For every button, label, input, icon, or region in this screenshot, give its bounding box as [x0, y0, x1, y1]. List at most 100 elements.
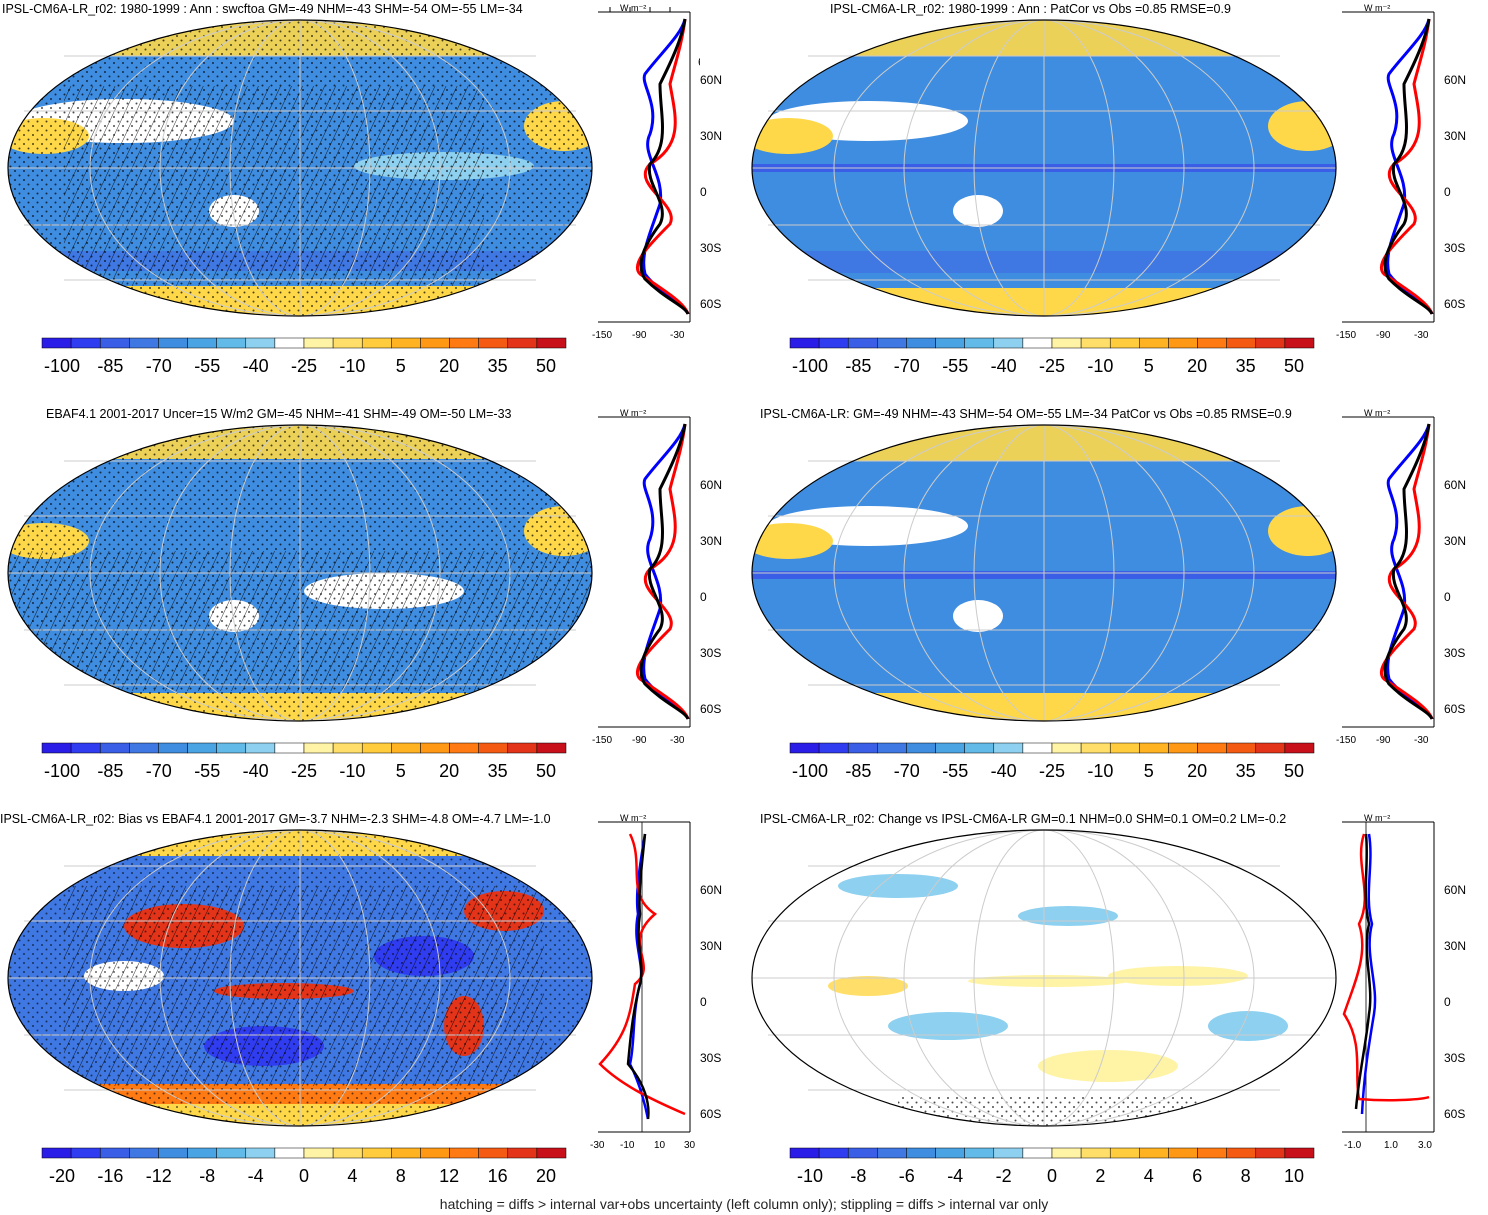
- colorbar-label: 5: [1144, 761, 1154, 781]
- colorbar-swatch: [847, 742, 878, 754]
- colorbar-swatch: [1051, 742, 1082, 754]
- map-swcftoa-obs[interactable]: [4, 421, 596, 727]
- zonal-profile[interactable]: W m⁻²: [590, 409, 700, 729]
- colorbar-swatch: [391, 742, 421, 754]
- colorbar-swatch: [906, 337, 936, 349]
- lat-label: 60N: [698, 55, 700, 69]
- colorbar-swatch: [129, 1147, 159, 1159]
- colorbar: -20 -16 -12 -8 -4 0 4 8 12 16 20: [41, 1147, 567, 1186]
- profile-unit: W m⁻²: [620, 409, 646, 418]
- colorbar-swatch: [420, 1147, 450, 1159]
- lat-label: 30S: [1444, 1051, 1466, 1065]
- colorbar-swatch: [818, 1147, 849, 1159]
- footnote: hatching = diffs > internal var+obs unce…: [439, 1196, 1049, 1212]
- colorbar-label: -8: [850, 1166, 866, 1186]
- colorbar-swatch: [536, 742, 567, 754]
- colorbar-swatch: [216, 742, 247, 754]
- lat-label: 60S: [1444, 297, 1466, 311]
- colorbar-swatch: [303, 742, 334, 754]
- colorbar-label: 12: [439, 1166, 459, 1186]
- colorbar-swatch: [877, 1147, 907, 1159]
- colorbar-swatch: [1255, 337, 1286, 349]
- colorbar-swatch: [1168, 742, 1198, 754]
- profile-unit: W m⁻²: [1364, 4, 1390, 13]
- lat-label: 60S: [700, 1107, 722, 1121]
- lat-labels: 60N 30N 0 30S 60S: [1444, 52, 1466, 332]
- panel-swcftoa-ensemble: IPSL-CM6A-LR: GM=-49 NHM=-43 SHM=-54 OM=…: [744, 405, 1488, 810]
- zonal-profile[interactable]: W m⁻²: [590, 814, 700, 1134]
- colorbar-label: -25: [1039, 356, 1065, 376]
- colorbar-label: 2: [1095, 1166, 1105, 1186]
- panel-swcftoa-obs: EBAF4.1 2001-2017 Uncer=15 W/m2 GM=-45 N…: [0, 405, 744, 810]
- colorbar-swatch: [1197, 742, 1227, 754]
- zonal-profile[interactable]: W m⁻²: [1334, 814, 1444, 1134]
- zonal-profile[interactable]: W m⁻² 60N: [590, 4, 700, 324]
- colorbar-swatch: [1109, 742, 1140, 754]
- lat-label: 60N: [1444, 478, 1467, 492]
- colorbar-label: 20: [439, 356, 459, 376]
- colorbar-swatch: [420, 337, 450, 349]
- map-swcftoa-model[interactable]: [4, 16, 596, 322]
- colorbar-swatch: [245, 742, 276, 754]
- lat-labels: 60N 30N 0 30S 60S: [700, 52, 722, 332]
- lat-label: 60N: [1444, 883, 1467, 897]
- colorbar-swatch: [187, 742, 217, 754]
- colorbar-swatch: [1051, 1147, 1082, 1159]
- zonal-profile[interactable]: W m⁻²: [1334, 4, 1444, 324]
- profile-tick: 10: [654, 1140, 666, 1151]
- colorbar-swatch: [789, 337, 820, 349]
- panel-swcftoa-model: IPSL-CM6A-LR_r02: 1980-1999 : Ann : swcf…: [0, 0, 744, 405]
- map-change[interactable]: [748, 826, 1340, 1132]
- map-bias[interactable]: [4, 826, 596, 1132]
- colorbar-label: -70: [146, 761, 172, 781]
- colorbar-swatch: [70, 742, 101, 754]
- map-swcftoa-patcor[interactable]: [748, 16, 1340, 322]
- colorbar-label: 35: [488, 356, 508, 376]
- colorbar-swatch: [332, 1147, 363, 1159]
- map-swcftoa-ensemble[interactable]: [748, 421, 1340, 727]
- colorbar-swatch: [1139, 337, 1169, 349]
- colorbar-label: -55: [942, 761, 968, 781]
- colorbar-swatch: [1022, 337, 1053, 349]
- colorbar-swatch: [187, 337, 217, 349]
- colorbar-label: -100: [44, 761, 80, 781]
- colorbar-swatch: [332, 742, 363, 754]
- panel-title: IPSL-CM6A-LR_r02: 1980-1999 : Ann : swcf…: [2, 2, 523, 16]
- lat-label: 30N: [1444, 939, 1467, 953]
- profile-tick: -1.0: [1344, 1140, 1362, 1151]
- colorbar-swatch: [70, 1147, 101, 1159]
- colorbar: -100 -85 -70 -55 -40 -25 -10 5 20 35 50: [41, 742, 567, 781]
- profile-tick: 30: [684, 1140, 696, 1151]
- colorbar-swatch: [99, 337, 130, 349]
- colorbar-label: 8: [396, 1166, 406, 1186]
- colorbar-label: -25: [291, 356, 317, 376]
- colorbar-swatch: [361, 1147, 392, 1159]
- lat-label: 30N: [700, 939, 723, 953]
- lat-label: 60S: [700, 297, 722, 311]
- colorbar-label: 16: [488, 1166, 508, 1186]
- colorbar-swatch: [536, 337, 567, 349]
- profile-tick: -150: [1336, 735, 1357, 746]
- panel-title: EBAF4.1 2001-2017 Uncer=15 W/m2 GM=-45 N…: [46, 407, 512, 421]
- zonal-profile[interactable]: W m⁻²: [1334, 409, 1444, 729]
- lat-label: 0: [1444, 995, 1451, 1009]
- colorbar-swatch: [1168, 337, 1198, 349]
- colorbar-swatch: [449, 742, 479, 754]
- colorbar-swatch: [361, 742, 392, 754]
- profile-tick: -90: [1376, 735, 1391, 746]
- colorbar-swatch: [1080, 742, 1111, 754]
- colorbar-label: -10: [1087, 356, 1113, 376]
- lat-label: 30N: [700, 534, 723, 548]
- colorbar-label: 0: [299, 1166, 309, 1186]
- profile-tick: -10: [620, 1140, 635, 1151]
- colorbar-label: -20: [49, 1166, 75, 1186]
- colorbar-swatch: [245, 337, 276, 349]
- colorbar-swatch: [906, 1147, 936, 1159]
- profile-unit: W m⁻²: [620, 814, 646, 823]
- colorbar-label: -10: [1087, 761, 1113, 781]
- colorbar-swatch: [847, 1147, 878, 1159]
- colorbar-swatch: [1139, 1147, 1169, 1159]
- panel-title: IPSL-CM6A-LR_r02: Change vs IPSL-CM6A-LR…: [760, 812, 1287, 826]
- lat-label: 30N: [1444, 534, 1467, 548]
- colorbar-swatch: [303, 337, 334, 349]
